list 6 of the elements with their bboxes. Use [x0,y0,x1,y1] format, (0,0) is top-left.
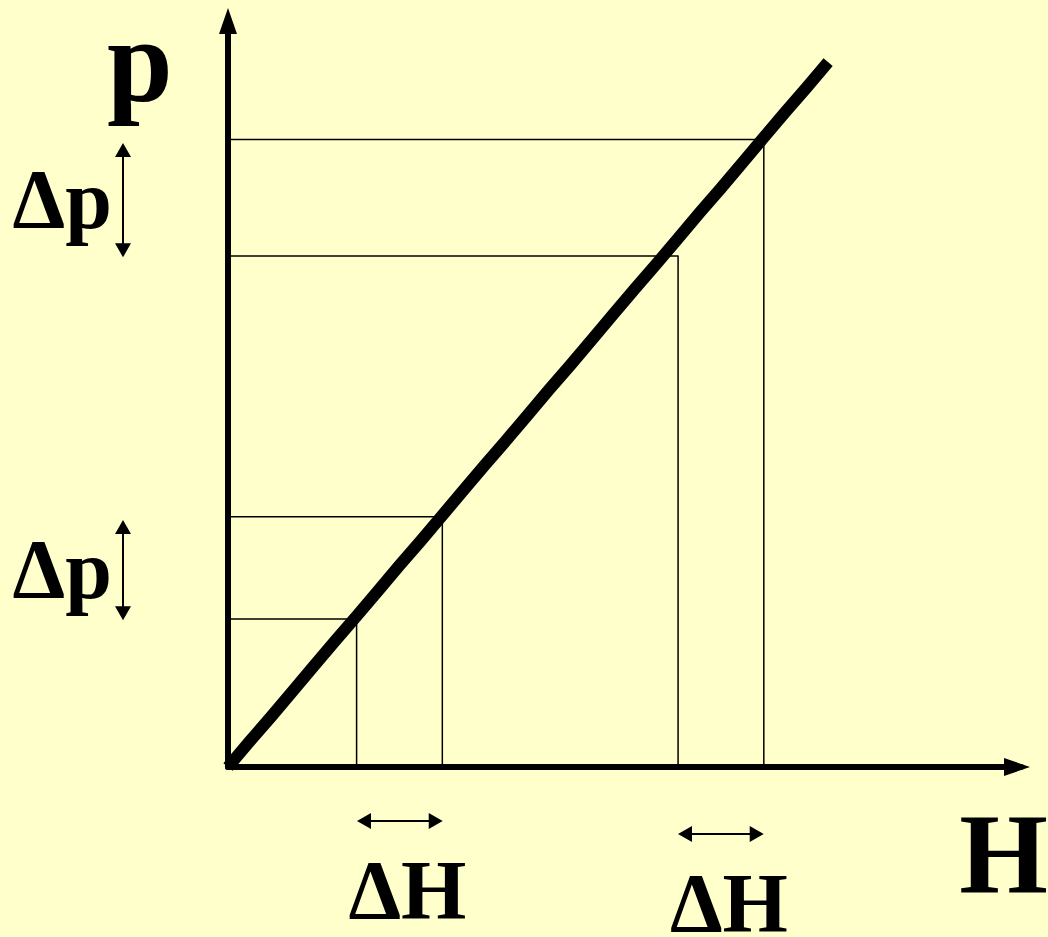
y-axis-title: p [107,0,173,127]
text: ΔH [669,856,788,937]
text: Δp [12,153,112,247]
text: Δp [12,523,112,617]
x-axis-title: H [959,790,1048,918]
text: ΔH [348,843,467,937]
